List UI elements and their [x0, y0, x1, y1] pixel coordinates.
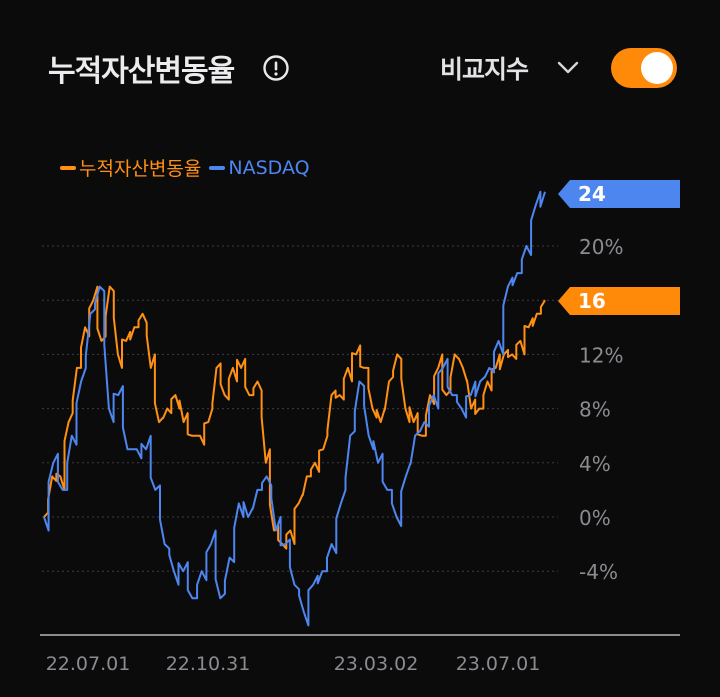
toggle-knob [641, 52, 673, 84]
tag-body [570, 180, 680, 208]
x-tick-label: 22.10.31 [166, 653, 251, 675]
tag-pointer [558, 287, 570, 315]
legend-label-nasdaq: NASDAQ [228, 156, 310, 179]
nasdaq-series-line [43, 190, 546, 627]
x-tick-label: 23.07.01 [456, 653, 541, 675]
chevron-down-icon[interactable] [556, 60, 580, 76]
y-tick-label: 8% [579, 398, 611, 422]
nasdaq-value-tag: 24 [558, 180, 680, 208]
y-tick-label: 0% [579, 506, 611, 530]
legend-swatch-nasdaq [209, 165, 226, 170]
series-lines [43, 190, 546, 627]
compare-index-selector[interactable]: 비교지수 [440, 55, 529, 84]
y-axis-labels: -4% 0% 4% 8% 12% 20% [579, 235, 623, 584]
legend: 누적자산변동율 NASDAQ [60, 154, 318, 181]
x-tick-label: 22.07.01 [46, 653, 131, 675]
asset-value-tag: 16 [558, 287, 680, 315]
legend-label-asset: 누적자산변동율 [79, 158, 202, 180]
y-tick-label: 20% [579, 235, 623, 259]
x-axis-labels: 22.07.01 22.10.31 23.03.02 23.07.01 [46, 653, 541, 675]
info-circle-icon[interactable] [262, 54, 290, 82]
x-tick-label: 23.03.02 [334, 653, 419, 675]
y-tick-label: 4% [579, 452, 611, 476]
y-tick-label: -4% [579, 560, 618, 584]
asset-last-value: 16 [578, 289, 606, 313]
tag-pointer [558, 180, 570, 208]
compare-toggle[interactable] [611, 48, 677, 88]
legend-swatch-asset [60, 165, 76, 170]
legend-item-asset: 누적자산변동율 [60, 154, 201, 181]
tag-body [570, 287, 680, 315]
page-title: 누적자산변동율 [48, 54, 235, 89]
header: 누적자산변동율 비교지수 [0, 0, 720, 130]
y-tick-label: 12% [579, 343, 623, 367]
legend-item-nasdaq: NASDAQ [209, 156, 310, 179]
nasdaq-last-value: 24 [578, 182, 606, 206]
asset-series-line [43, 285, 546, 550]
